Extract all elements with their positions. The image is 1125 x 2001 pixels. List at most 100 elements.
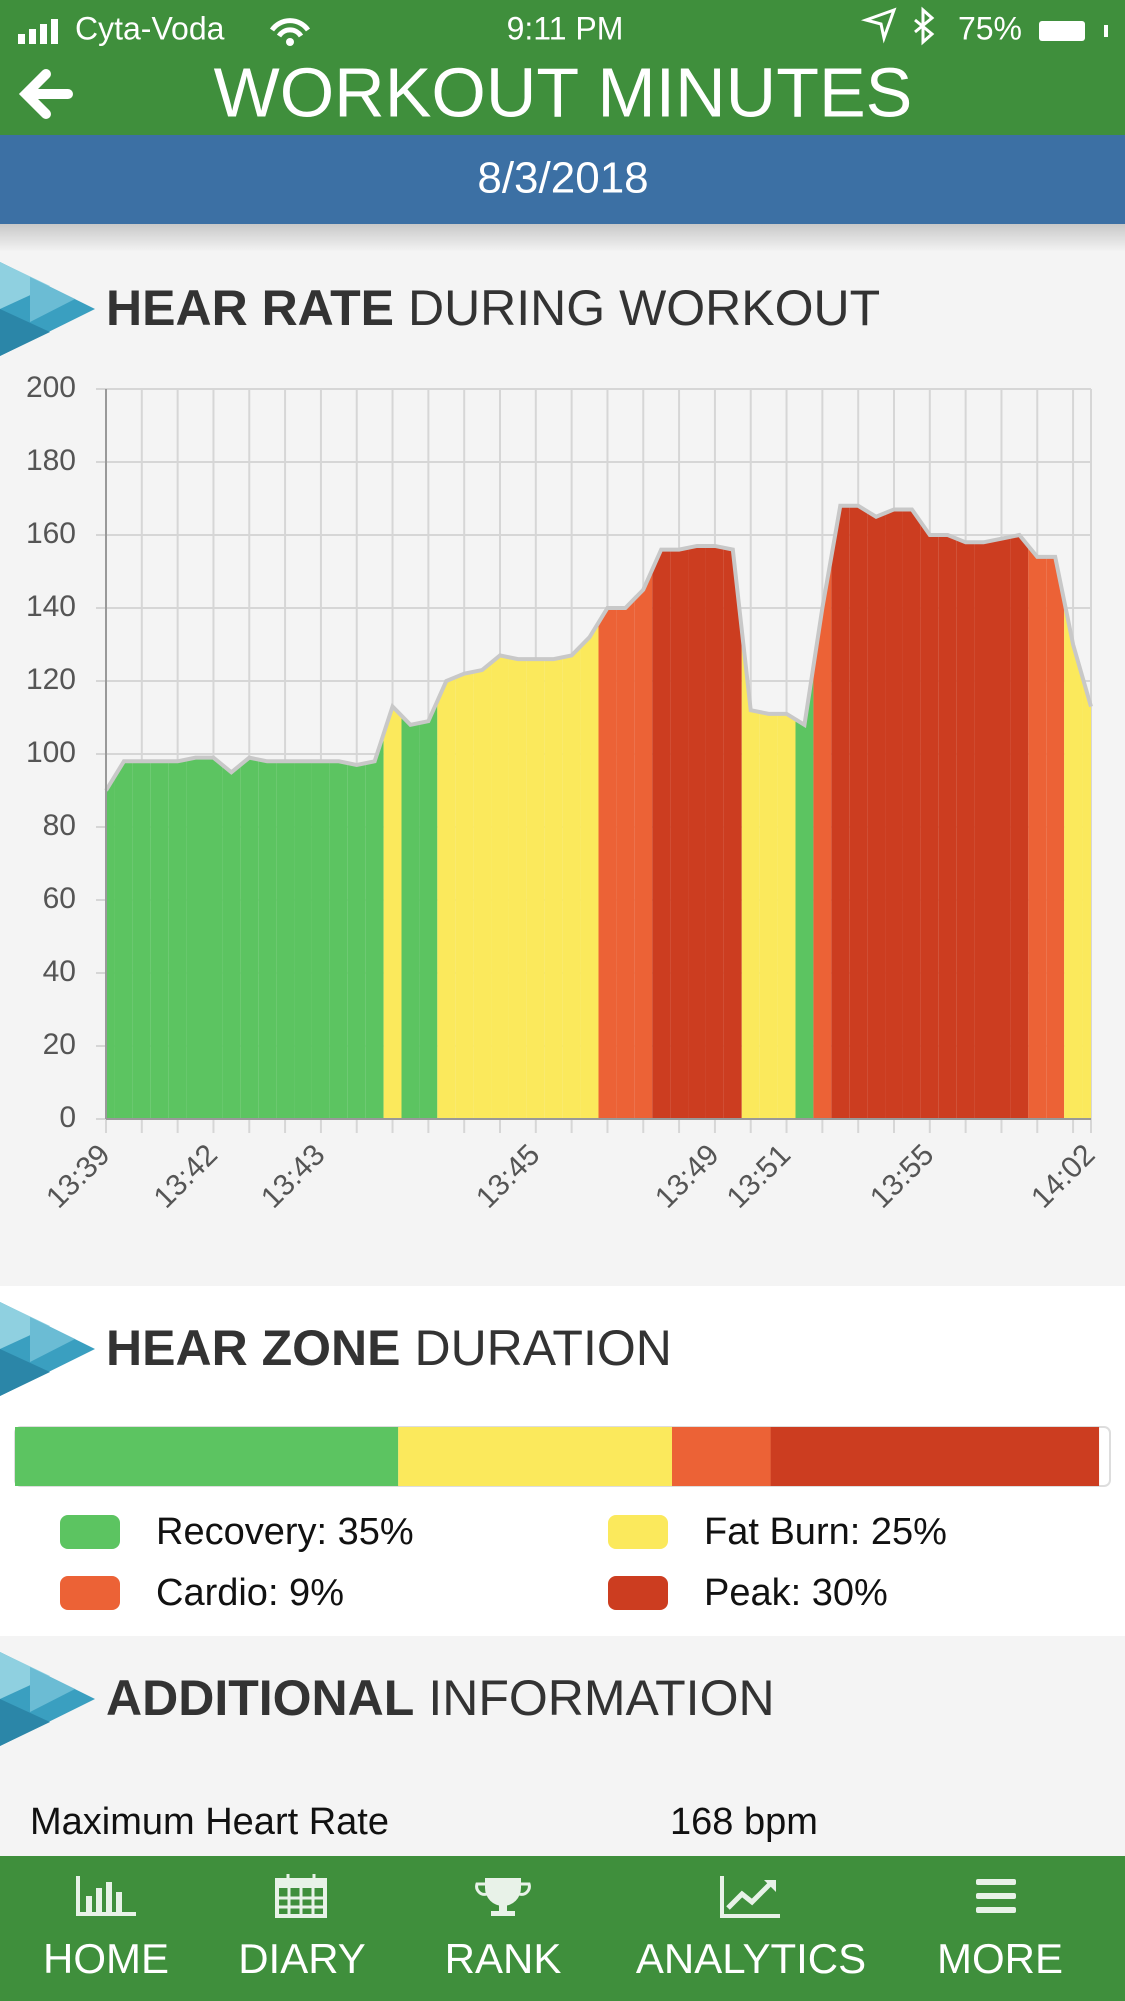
location-icon <box>860 7 897 44</box>
title-bold: HEAR RATE <box>106 280 394 336</box>
area-segment <box>294 761 312 1119</box>
area-segment <box>106 775 115 1119</box>
info-label: Maximum Heart Rate <box>30 1801 389 1843</box>
legend-label: Cardio: 9% <box>156 1572 344 1614</box>
section-title: HEAR ZONE DURATION <box>106 1320 672 1376</box>
legend-swatch <box>60 1515 120 1549</box>
nav-item[interactable]: ANALYTICS <box>636 1935 866 1982</box>
y-tick-label: 200 <box>26 371 76 404</box>
area-segment <box>920 522 939 1119</box>
nav-item[interactable]: RANK <box>445 1935 562 1982</box>
battery-fill <box>1039 21 1085 41</box>
area-segment <box>150 761 169 1119</box>
y-tick-label: 40 <box>43 955 76 988</box>
nav-icons <box>76 1874 1016 1918</box>
zone-segment <box>770 1427 1100 1486</box>
area-segment <box>795 666 814 1119</box>
header-bar <box>0 0 1125 135</box>
y-tick-label: 160 <box>26 517 76 550</box>
x-tick-label: 13:55 <box>864 1138 940 1214</box>
area-segment <box>401 715 420 1119</box>
area-segment <box>759 712 778 1119</box>
more-icon <box>976 1879 1016 1913</box>
legend-swatch <box>60 1576 120 1610</box>
area-segment <box>705 545 724 1119</box>
analytics-icon <box>720 1876 780 1918</box>
area-segment <box>867 511 886 1119</box>
info-value: 168 bpm <box>670 1801 818 1843</box>
title-rest: DURATION <box>414 1320 671 1376</box>
x-tick-label: 13:39 <box>40 1138 116 1214</box>
legend-swatch <box>608 1576 668 1610</box>
date-bar <box>0 135 1125 224</box>
area-segment <box>974 540 993 1119</box>
home-icon <box>76 1876 136 1916</box>
y-tick-label: 120 <box>26 663 76 696</box>
area-segment <box>508 657 527 1119</box>
zone-segment <box>672 1427 771 1486</box>
area-segment <box>383 706 402 1119</box>
area-segment <box>670 547 689 1119</box>
nav-item[interactable]: DIARY <box>238 1935 366 1982</box>
area-segment <box>365 733 384 1119</box>
bluetooth-icon <box>914 6 935 46</box>
title-rest: INFORMATION <box>428 1670 774 1726</box>
x-tick-label: 13:51 <box>721 1138 797 1214</box>
section-title: HEAR RATE DURING WORKOUT <box>106 280 880 336</box>
battery-tip <box>1104 25 1108 37</box>
area-segment <box>885 509 903 1119</box>
y-tick-label: 20 <box>43 1028 76 1061</box>
area-segment <box>562 646 581 1119</box>
area-segment <box>956 538 975 1119</box>
area-segment <box>491 655 509 1119</box>
area-segment <box>204 757 223 1119</box>
area-segment <box>902 509 921 1119</box>
area-segment <box>777 713 796 1119</box>
area-segment <box>849 505 868 1119</box>
area-segment <box>544 657 563 1119</box>
area-segment <box>258 759 277 1119</box>
nav-item[interactable]: HOME <box>43 1935 169 1982</box>
area-segment <box>1064 600 1083 1119</box>
y-tick-label: 140 <box>26 590 76 623</box>
y-tick-label: 60 <box>43 882 76 915</box>
title-bold: HEAR ZONE <box>106 1320 400 1376</box>
area-segment <box>831 505 850 1119</box>
area-segment <box>222 764 241 1119</box>
wifi-dot <box>286 38 294 46</box>
zone-segment <box>15 1427 399 1486</box>
page-title: WORKOUT MINUTES <box>214 53 913 131</box>
area-segment <box>455 671 474 1119</box>
area-segment <box>329 761 348 1119</box>
area-segment <box>813 556 832 1119</box>
area-segment <box>938 535 957 1119</box>
area-segment <box>186 757 205 1119</box>
y-tick-label: 80 <box>43 809 76 842</box>
rank-icon <box>475 1878 531 1916</box>
x-tick-label: 14:02 <box>1025 1138 1101 1214</box>
section-icon <box>0 1652 95 1746</box>
area-segment <box>688 545 706 1119</box>
y-tick-label: 0 <box>59 1101 76 1134</box>
y-tick-label: 100 <box>26 736 76 769</box>
area-segment <box>1082 675 1091 1119</box>
shadow <box>0 224 1125 252</box>
area-segment <box>580 622 599 1119</box>
area-segment <box>598 608 617 1119</box>
legend-label: Recovery: 35% <box>156 1511 414 1553</box>
title-bold: ADDITIONAL <box>106 1670 414 1726</box>
nav-item[interactable]: MORE <box>937 1935 1063 1982</box>
area-segment <box>347 763 366 1119</box>
area-segment <box>240 757 259 1119</box>
area-segment <box>1028 545 1047 1119</box>
area-segment <box>634 569 653 1119</box>
back-button[interactable] <box>18 69 73 119</box>
title-rest: DURING WORKOUT <box>408 280 880 336</box>
zone-segment <box>398 1427 672 1486</box>
legend-label: Peak: 30% <box>704 1572 888 1614</box>
section-icon <box>0 262 95 356</box>
legend-swatch <box>608 1515 668 1549</box>
wifi-icon <box>269 18 311 38</box>
x-tick-label: 13:42 <box>148 1138 224 1214</box>
